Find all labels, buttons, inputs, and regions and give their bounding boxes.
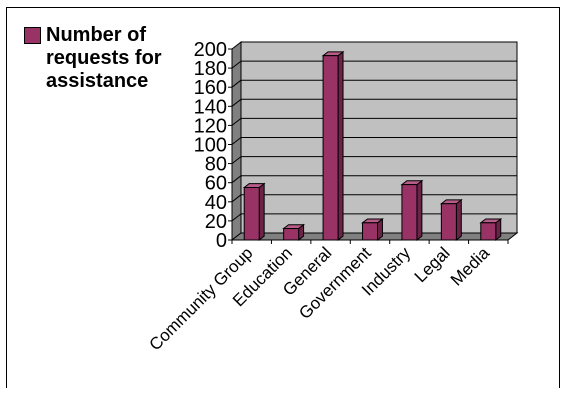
x-tick-label: Legal [411,243,454,286]
bar-front [362,222,378,241]
gridline-side [231,60,242,69]
bar-front [440,203,457,241]
bar-front [283,228,300,241]
gridline-side [231,194,242,203]
bar-front [322,55,339,241]
bar-side [416,179,423,242]
y-tick-label: 0 [216,230,227,252]
x-tick-label: Media [447,243,494,290]
bar [479,217,503,242]
gridline-side [231,156,242,164]
gridline-side [231,213,242,222]
bar-front [243,186,260,241]
bar-side [455,198,462,242]
y-tick-label: 80 [205,154,227,176]
gridline-side [231,175,242,184]
y-tick-label: 160 [194,77,227,99]
bar [282,223,306,242]
y-tick-label: 40 [205,192,227,214]
y-tick-label: 200 [194,39,227,61]
y-tick-label: 180 [194,58,227,80]
y-tick-label: 100 [194,135,227,157]
bar [242,182,266,242]
gridline-side [231,137,242,145]
bar [400,179,424,242]
bar-side [258,182,265,242]
y-tick-label: 140 [194,96,227,118]
y-tick-label: 60 [205,173,227,195]
y-tick-label: 120 [194,115,227,137]
bar-front [401,184,418,241]
bar [361,217,384,242]
legend-swatch [24,27,41,44]
legend-label: Number of requests for assistance [46,24,162,92]
bar-front [480,222,497,241]
gridline-side [231,118,242,126]
bar [439,198,463,242]
gridline-side [231,79,242,88]
gridline-side [231,98,242,107]
bar [321,50,345,242]
bar-side [337,50,344,242]
y-tick-label: 20 [205,211,227,233]
